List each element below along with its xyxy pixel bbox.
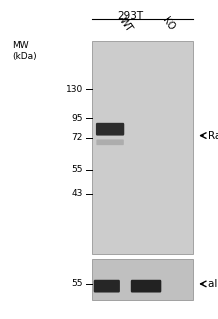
FancyBboxPatch shape [96,123,124,136]
Text: 95: 95 [71,114,83,122]
Text: 293T: 293T [118,11,144,21]
Text: 55: 55 [71,279,83,288]
Text: WT: WT [117,15,134,33]
FancyBboxPatch shape [96,139,124,145]
Text: Radixin: Radixin [208,130,218,141]
Text: 55: 55 [71,165,83,174]
Text: KO: KO [160,15,176,32]
FancyBboxPatch shape [94,280,120,293]
Text: MW
(kDa): MW (kDa) [12,41,37,61]
Text: 130: 130 [66,85,83,94]
Text: 72: 72 [72,133,83,142]
Text: alpha Tubulin: alpha Tubulin [208,279,218,289]
Bar [92,259,193,300]
FancyBboxPatch shape [131,280,161,293]
Text: 43: 43 [72,189,83,198]
Bar [92,41,193,254]
